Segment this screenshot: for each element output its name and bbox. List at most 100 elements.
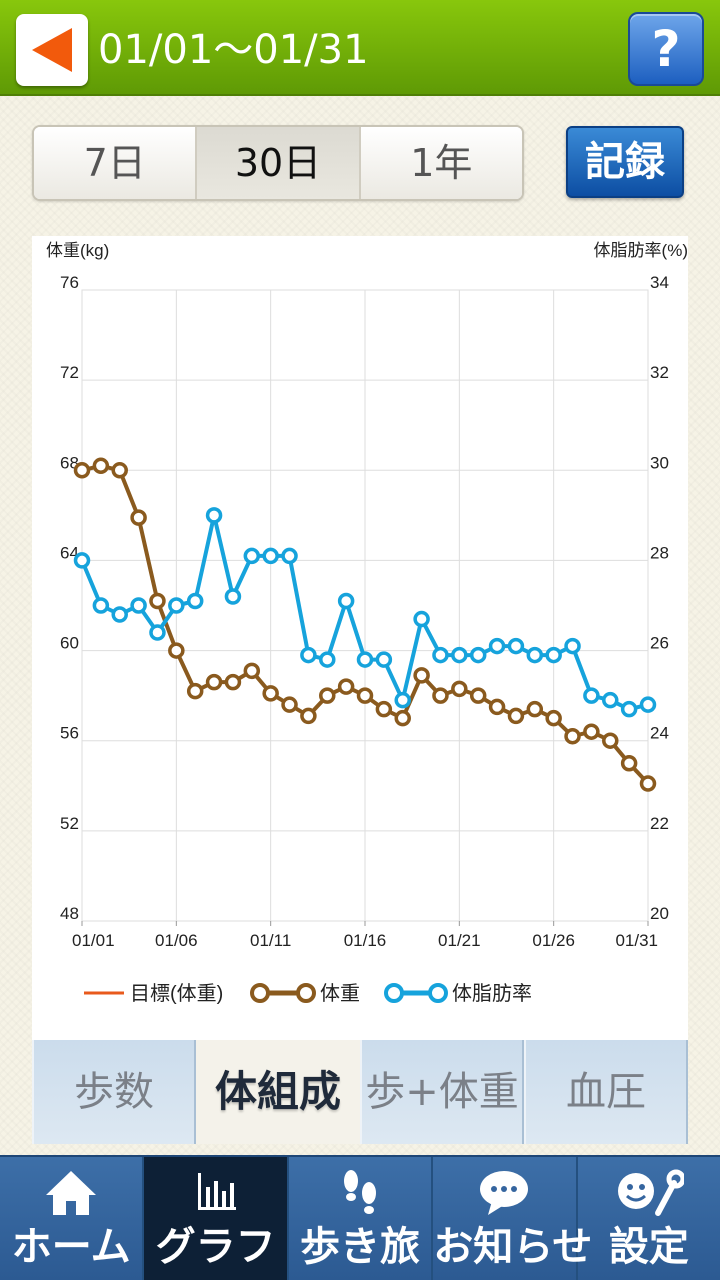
left-tick-label: 60 bbox=[60, 634, 79, 653]
help-button[interactable]: ? bbox=[628, 12, 704, 86]
nav-home[interactable]: ホーム bbox=[0, 1157, 145, 1280]
weight-data-point bbox=[205, 673, 223, 691]
bodyfat-data-point bbox=[413, 610, 430, 628]
weight-data-point bbox=[337, 678, 355, 695]
period-30days[interactable]: 30日 bbox=[197, 127, 361, 199]
bodyfat-data-point bbox=[432, 646, 449, 664]
weight-data-point bbox=[262, 685, 279, 702]
nav-walking-trip[interactable]: 歩き旅 bbox=[289, 1157, 434, 1280]
left-tick-label: 48 bbox=[60, 904, 79, 923]
bodyfat-data-point bbox=[356, 651, 374, 668]
tab-blood-pressure[interactable]: 血圧 bbox=[524, 1040, 688, 1144]
weight-data-point bbox=[639, 775, 657, 792]
bodyfat-data-point bbox=[205, 507, 223, 524]
legend-target-label: 目標(体重) bbox=[130, 982, 223, 1005]
weight-data-point bbox=[130, 509, 147, 526]
weight-data-point bbox=[526, 700, 544, 718]
bodyfat-data-point bbox=[488, 637, 506, 655]
bodyfat-data-point bbox=[564, 637, 581, 655]
bodyfat-data-point bbox=[469, 646, 487, 664]
bodyfat-data-point bbox=[224, 588, 242, 605]
bodyfat-data-point bbox=[639, 696, 657, 713]
weight-data-point bbox=[432, 687, 449, 704]
right-tick-label: 28 bbox=[650, 543, 669, 562]
x-tick-label: 01/31 bbox=[615, 931, 658, 950]
page-title: 01/01〜01/31 bbox=[98, 27, 369, 73]
back-button[interactable] bbox=[16, 14, 88, 86]
weight-data-point bbox=[620, 755, 638, 772]
x-tick-label: 01/26 bbox=[532, 931, 575, 950]
bodyfat-data-point bbox=[243, 547, 261, 565]
bodyfat-data-point bbox=[186, 592, 204, 610]
nav-notices[interactable]: お知らせ bbox=[433, 1157, 593, 1280]
weight-data-point bbox=[451, 680, 468, 698]
left-tick-label: 76 bbox=[60, 273, 79, 292]
weight-data-point bbox=[413, 667, 430, 684]
left-tick-label: 72 bbox=[60, 363, 79, 382]
nav-settings[interactable]: 設定 bbox=[578, 1157, 720, 1280]
bodyfat-data-point bbox=[281, 547, 298, 565]
nav-notices-label: お知らせ bbox=[433, 1224, 593, 1270]
bodyfat-data-point bbox=[73, 552, 91, 569]
weight-data-point bbox=[243, 662, 261, 680]
tab-steps-weight[interactable]: 歩+体重 bbox=[360, 1040, 524, 1144]
nav-graph-label: グラフ bbox=[155, 1224, 276, 1270]
bodyfat-data-point bbox=[168, 597, 185, 614]
footprints-icon bbox=[344, 1170, 377, 1214]
legend-bodyfat-label: 体脂肪率 bbox=[452, 982, 532, 1005]
graph-type-tabs: 歩数 体組成 歩+体重 血圧 bbox=[32, 1040, 688, 1144]
bodyfat-data-point bbox=[526, 646, 544, 664]
right-tick-label: 32 bbox=[650, 363, 669, 382]
bodyfat-data-point bbox=[111, 606, 128, 623]
speech-bubble-icon bbox=[480, 1171, 529, 1215]
left-axis-label: 体重(kg) bbox=[46, 241, 109, 260]
weight-data-point bbox=[281, 696, 298, 713]
bodyfat-data-point bbox=[337, 592, 355, 610]
tab-body-composition[interactable]: 体組成 bbox=[196, 1040, 360, 1144]
chart-panel: 体重(kg) 体脂肪率(%) 76 34 72 32 68 30 64 28 60 26 56 24 5… bbox=[32, 236, 688, 1040]
right-tick-label: 34 bbox=[650, 273, 669, 292]
weight-data-point bbox=[375, 700, 393, 718]
weight-data-point bbox=[319, 687, 336, 704]
bodyfat-data-point bbox=[620, 700, 638, 718]
header-bar: 01/01〜01/31 ? bbox=[0, 0, 720, 96]
body-composition-chart: 体重(kg) 体脂肪率(%) 76 34 72 32 68 30 64 28 60 26 56 24 5… bbox=[46, 241, 688, 1005]
bodyfat-data-point bbox=[583, 687, 600, 704]
bottom-nav: ホーム グラフ 歩き旅 お知らせ bbox=[0, 1155, 720, 1280]
weight-data-point bbox=[583, 723, 600, 740]
right-tick-label: 30 bbox=[650, 453, 669, 472]
x-tick-label: 01/11 bbox=[250, 931, 291, 950]
weight-data-point bbox=[602, 732, 619, 749]
nav-home-label: ホーム bbox=[11, 1224, 131, 1270]
bodyfat-data-point bbox=[300, 646, 317, 664]
weight-data-point bbox=[168, 642, 185, 659]
x-tick-label: 01/21 bbox=[438, 931, 481, 950]
nav-settings-label: 設定 bbox=[608, 1224, 689, 1270]
bodyfat-data-point bbox=[602, 691, 619, 709]
period-1year[interactable]: 1年 bbox=[360, 127, 522, 199]
right-tick-label: 22 bbox=[650, 814, 669, 833]
bodyfat-data-point bbox=[319, 651, 336, 668]
bodyfat-data-point bbox=[262, 547, 279, 565]
weight-data-point bbox=[186, 682, 204, 700]
weight-data-point bbox=[545, 709, 562, 727]
bodyfat-data-point bbox=[149, 624, 166, 641]
weight-data-point bbox=[488, 698, 506, 716]
weight-data-point bbox=[564, 727, 581, 745]
x-tick-label: 01/16 bbox=[344, 931, 387, 950]
home-icon bbox=[46, 1171, 97, 1215]
period-7days[interactable]: 7日 bbox=[34, 127, 198, 199]
right-tick-label: 24 bbox=[650, 724, 669, 743]
legend-bodyfat-marker bbox=[428, 983, 448, 1003]
tab-steps[interactable]: 歩数 bbox=[32, 1040, 196, 1144]
weight-data-point bbox=[73, 462, 91, 479]
left-tick-label: 56 bbox=[60, 724, 79, 743]
weight-data-point bbox=[149, 592, 166, 610]
legend-weight-marker bbox=[250, 983, 270, 1003]
right-axis-label: 体脂肪率(%) bbox=[594, 241, 688, 260]
record-button[interactable]: 記録 bbox=[566, 126, 684, 198]
bar-chart-icon bbox=[197, 1173, 236, 1210]
legend-weight-marker bbox=[296, 983, 316, 1003]
legend-weight-label: 体重 bbox=[320, 982, 360, 1005]
nav-graph[interactable]: グラフ bbox=[144, 1157, 289, 1280]
